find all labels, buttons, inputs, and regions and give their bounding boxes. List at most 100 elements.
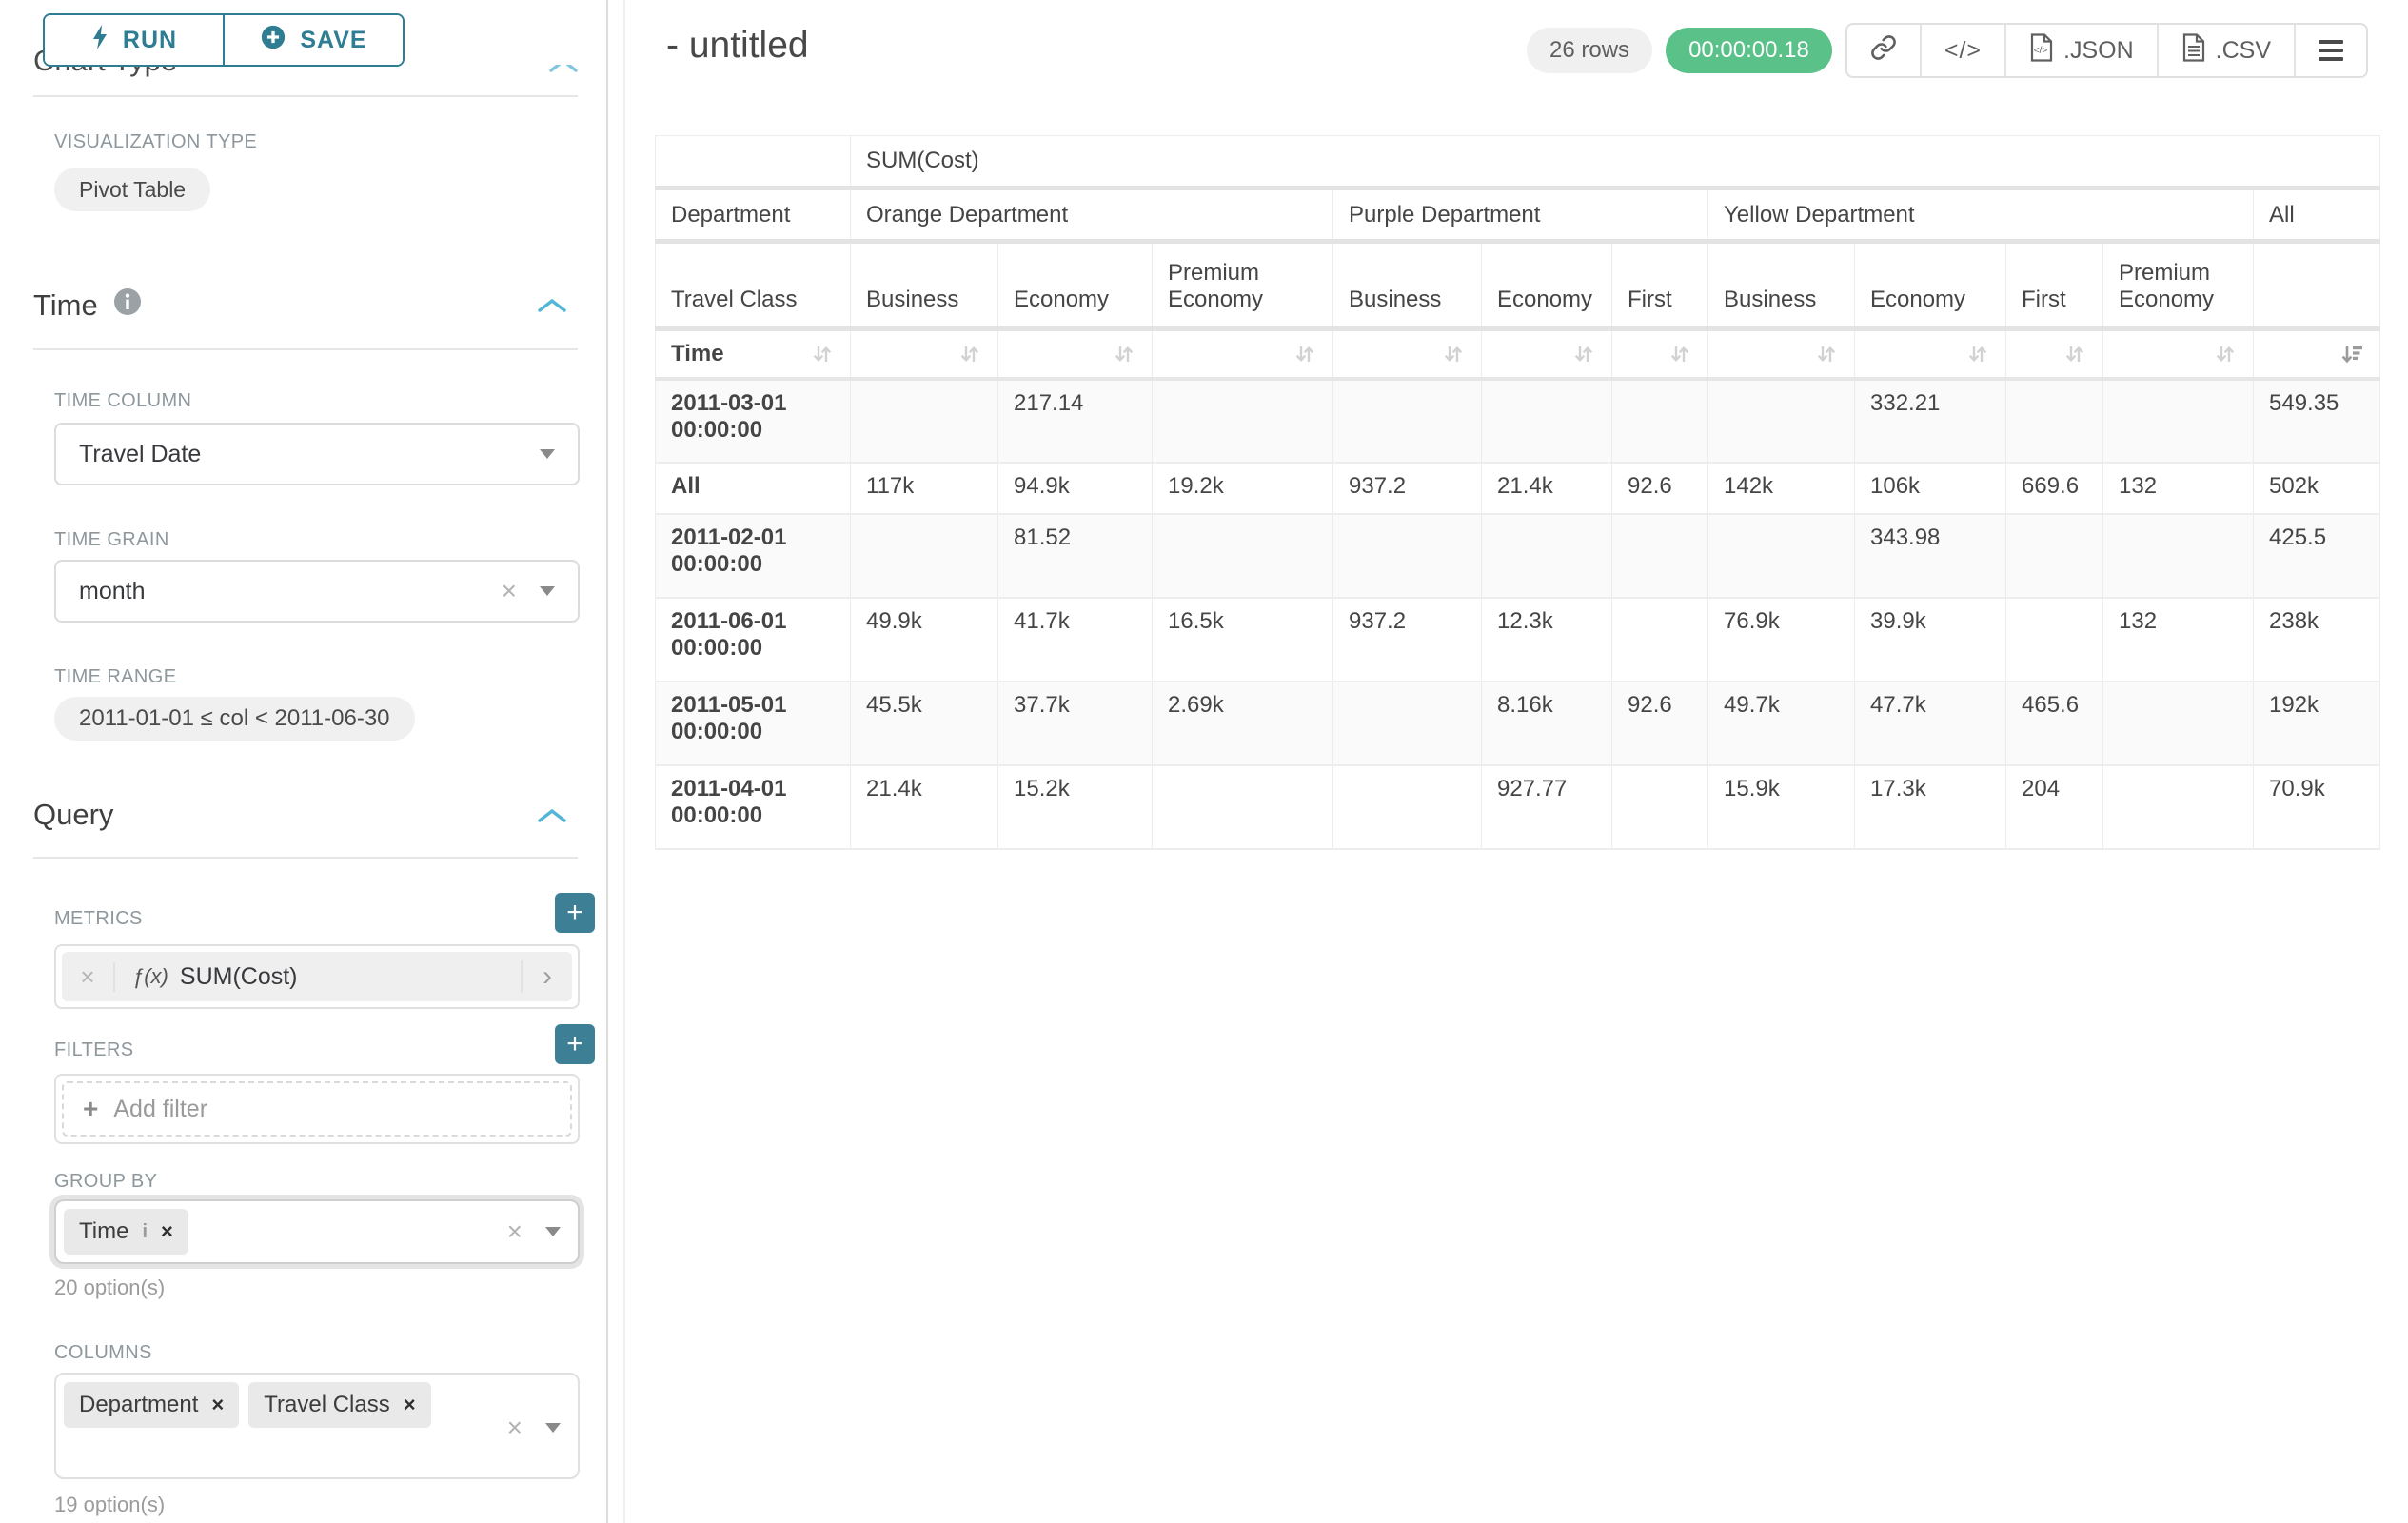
- share-link-button[interactable]: [1847, 25, 1922, 76]
- add-filter-plus-button[interactable]: +: [555, 1024, 595, 1064]
- column-group-header: All: [2254, 188, 2380, 242]
- sort-header[interactable]: [1482, 329, 1612, 380]
- remove-metric-icon[interactable]: ×: [62, 962, 115, 992]
- pill-label: Travel Class: [264, 1392, 389, 1418]
- sort-desc-icon[interactable]: [2339, 343, 2364, 366]
- pivot-cell: [1612, 598, 1708, 682]
- pivot-cell: 549.35: [2254, 379, 2380, 463]
- chart-area: - untitled 26 rows 00:00:00.18 </> </> .…: [619, 0, 2408, 1523]
- sort-icon[interactable]: [957, 343, 982, 366]
- selected-option-pill[interactable]: Department ×: [64, 1382, 239, 1428]
- info-icon[interactable]: i: [142, 1221, 148, 1243]
- run-button[interactable]: RUN: [45, 15, 225, 65]
- pivot-cell: 217.14: [998, 379, 1153, 463]
- chart-title[interactable]: - untitled: [666, 25, 809, 67]
- column-leaf-header: [2254, 242, 2380, 329]
- selected-option-pill[interactable]: Travel Class ×: [248, 1382, 430, 1428]
- pivot-cell: 8.16k: [1482, 682, 1612, 765]
- export-csv-button[interactable]: .CSV: [2159, 25, 2296, 76]
- pivot-cell: 15.2k: [998, 765, 1153, 849]
- sort-icon[interactable]: [1571, 343, 1596, 366]
- pivot-cell: 12.3k: [1482, 598, 1612, 682]
- metric-name: SUM(Cost): [180, 963, 298, 991]
- column-leaf-header: Business: [851, 242, 998, 329]
- pivot-cell: 17.3k: [1855, 765, 2006, 849]
- row-count-badge: 26 rows: [1527, 28, 1652, 73]
- time-grain-select[interactable]: month ×: [54, 560, 580, 623]
- pivot-cell: 16.5k: [1153, 598, 1333, 682]
- table-row: 2011-02-01 00:00:0081.52343.98425.5: [656, 514, 2380, 598]
- sort-icon[interactable]: [1814, 343, 1839, 366]
- chevron-down-icon[interactable]: [545, 1227, 561, 1236]
- sort-header[interactable]: [998, 329, 1153, 380]
- columns-label: COLUMNS: [54, 1342, 152, 1364]
- sort-icon[interactable]: [1112, 343, 1136, 366]
- viz-type-pill[interactable]: Pivot Table: [54, 168, 210, 211]
- row-header: 2011-03-01 00:00:00: [656, 379, 851, 463]
- clear-icon[interactable]: ×: [507, 1218, 523, 1245]
- collapse-time-chevron-icon[interactable]: [537, 297, 567, 319]
- info-icon[interactable]: [113, 287, 142, 324]
- panel-divider: [606, 0, 608, 1523]
- expand-metric-icon[interactable]: ›: [521, 960, 572, 993]
- pivot-cell: 70.9k: [2254, 765, 2380, 849]
- column-leaf-header: Premium Economy: [2103, 242, 2254, 329]
- more-options-button[interactable]: [2296, 25, 2366, 76]
- sort-icon[interactable]: [2213, 343, 2238, 366]
- link-icon: [1870, 34, 1897, 68]
- export-json-button[interactable]: </> .JSON: [2006, 25, 2159, 76]
- sort-header[interactable]: [2006, 329, 2103, 380]
- remove-pill-icon[interactable]: ×: [404, 1393, 416, 1417]
- metric-pill[interactable]: × ƒ(x) SUM(Cost) ›: [62, 952, 572, 1001]
- sort-header[interactable]: [2254, 329, 2380, 380]
- pivot-cell: 47.7k: [1855, 682, 2006, 765]
- pivot-cell: 15.9k: [1708, 765, 1855, 849]
- sub-dimension-header: Travel Class: [656, 242, 851, 329]
- column-group-header: Yellow Department: [1708, 188, 2254, 242]
- group-by-hint: 20 option(s): [54, 1276, 165, 1300]
- sort-icon[interactable]: [1668, 343, 1692, 366]
- pill-label: Time: [79, 1218, 128, 1245]
- sort-icon[interactable]: [810, 343, 835, 366]
- chevron-down-icon[interactable]: [545, 1423, 561, 1433]
- remove-pill-icon[interactable]: ×: [161, 1219, 173, 1244]
- sort-header[interactable]: [851, 329, 998, 380]
- sort-header[interactable]: [2103, 329, 2254, 380]
- pivot-cell: 132: [2103, 463, 2254, 514]
- pivot-cell: [1153, 765, 1333, 849]
- filters-control: + Add filter: [54, 1074, 580, 1144]
- viz-type-label: VISUALIZATION TYPE: [54, 131, 257, 153]
- table-row: 2011-04-01 00:00:0021.4k15.2k927.7715.9k…: [656, 765, 2380, 849]
- view-query-button[interactable]: </>: [1922, 25, 2006, 76]
- sort-icon[interactable]: [2063, 343, 2087, 366]
- sort-icon[interactable]: [1293, 343, 1317, 366]
- sort-icon[interactable]: [1965, 343, 1990, 366]
- add-metric-button[interactable]: +: [555, 893, 595, 933]
- pivot-cell: [1153, 514, 1333, 598]
- sort-header[interactable]: [1708, 329, 1855, 380]
- sort-header[interactable]: [1612, 329, 1708, 380]
- save-button[interactable]: SAVE: [225, 15, 403, 65]
- add-filter-button[interactable]: + Add filter: [62, 1081, 572, 1137]
- clear-icon[interactable]: ×: [507, 1414, 523, 1441]
- sort-header[interactable]: [1333, 329, 1482, 380]
- selected-option-pill[interactable]: Timei ×: [64, 1209, 188, 1255]
- time-sort-header: Time: [656, 329, 851, 380]
- json-file-icon: </>: [2029, 33, 2054, 69]
- collapse-query-chevron-icon[interactable]: [537, 807, 567, 829]
- pivot-cell: 343.98: [1855, 514, 2006, 598]
- remove-pill-icon[interactable]: ×: [211, 1393, 224, 1417]
- pivot-cell: [1708, 379, 1855, 463]
- pivot-cell: 81.52: [998, 514, 1153, 598]
- columns-select[interactable]: Department × Travel Class × ×: [54, 1373, 580, 1479]
- pill-label: Department: [79, 1392, 198, 1418]
- sort-header[interactable]: [1855, 329, 2006, 380]
- corner-cell: [656, 136, 851, 188]
- sort-icon[interactable]: [1441, 343, 1466, 366]
- time-column-select[interactable]: Travel Date: [54, 423, 580, 485]
- time-range-pill[interactable]: 2011-01-01 ≤ col < 2011-06-30: [54, 697, 415, 741]
- group-by-select[interactable]: Timei × ×: [54, 1199, 580, 1264]
- pivot-cell: 465.6: [2006, 682, 2103, 765]
- sort-header[interactable]: [1153, 329, 1333, 380]
- clear-icon[interactable]: ×: [502, 578, 517, 604]
